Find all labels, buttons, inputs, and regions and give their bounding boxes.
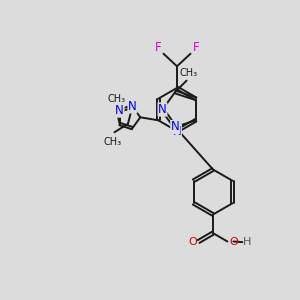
Text: N: N xyxy=(115,104,124,117)
Text: N: N xyxy=(172,124,182,138)
Text: H: H xyxy=(243,237,252,247)
Text: O: O xyxy=(188,237,197,247)
Text: N: N xyxy=(171,121,179,134)
Text: F: F xyxy=(155,41,161,54)
Text: N: N xyxy=(128,100,137,113)
Text: CH₃: CH₃ xyxy=(107,94,125,104)
Text: F: F xyxy=(193,41,199,54)
Text: N: N xyxy=(158,103,167,116)
Text: CH₃: CH₃ xyxy=(104,137,122,147)
Text: O: O xyxy=(229,237,238,247)
Text: CH₃: CH₃ xyxy=(179,68,197,78)
